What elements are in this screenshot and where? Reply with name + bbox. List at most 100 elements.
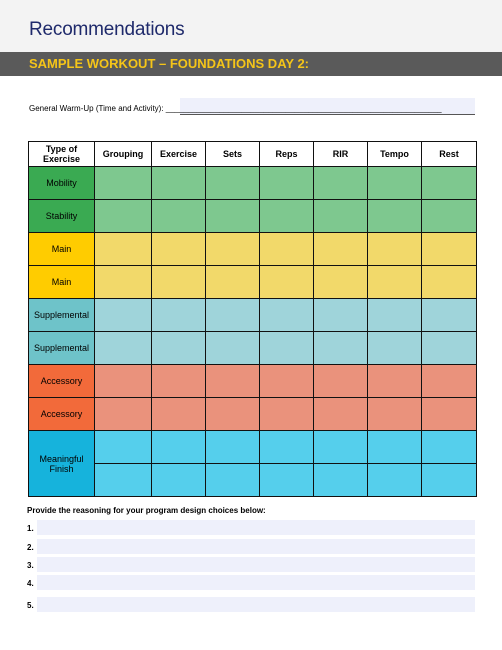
sets-cell[interactable] [205, 232, 260, 266]
grouping-cell[interactable] [94, 397, 152, 431]
reps-cell[interactable] [259, 166, 314, 200]
rir-cell[interactable] [313, 331, 368, 365]
exercise-cell[interactable] [151, 232, 206, 266]
rir-cell[interactable] [313, 364, 368, 398]
reps-cell[interactable] [259, 463, 314, 497]
header-rir: RIR [313, 141, 368, 167]
rir-cell[interactable] [313, 430, 368, 464]
grouping-cell[interactable] [94, 166, 152, 200]
row-type-accessory: Accessory [28, 397, 95, 431]
sets-cell[interactable] [205, 463, 260, 497]
table-row [29, 463, 477, 497]
rir-cell[interactable] [313, 265, 368, 299]
rest-cell[interactable] [421, 331, 477, 365]
reason-field-1[interactable] [37, 520, 475, 535]
tempo-cell[interactable] [367, 166, 422, 200]
grouping-cell[interactable] [94, 265, 152, 299]
exercise-cell[interactable] [151, 199, 206, 233]
sets-cell[interactable] [205, 331, 260, 365]
warmup-input[interactable] [180, 98, 475, 115]
table-header-row: Type of Exercise Grouping Exercise Sets … [28, 141, 477, 167]
sets-cell[interactable] [205, 199, 260, 233]
tempo-cell[interactable] [367, 199, 422, 233]
row-type-main: Main [28, 232, 95, 266]
section-banner: SAMPLE WORKOUT – FOUNDATIONS DAY 2: [0, 52, 502, 76]
reason-field-4[interactable] [37, 575, 475, 590]
rir-cell[interactable] [313, 397, 368, 431]
header-tempo: Tempo [367, 141, 422, 167]
sets-cell[interactable] [205, 298, 260, 332]
reps-cell[interactable] [259, 265, 314, 299]
row-type-meaningful-finish: Meaningful Finish [28, 430, 95, 497]
exercise-cell[interactable] [151, 430, 206, 464]
table-row: Mobility [28, 166, 477, 200]
sets-cell[interactable] [205, 364, 260, 398]
exercise-cell[interactable] [151, 265, 206, 299]
table-row: Supplemental [28, 298, 477, 332]
reason-number-1: 1. [27, 524, 34, 533]
reps-cell[interactable] [259, 298, 314, 332]
rest-cell[interactable] [421, 232, 477, 266]
rest-cell[interactable] [421, 199, 477, 233]
row-type-main: Main [28, 265, 95, 299]
rest-cell[interactable] [421, 397, 477, 431]
tempo-cell[interactable] [367, 232, 422, 266]
reps-cell[interactable] [259, 364, 314, 398]
tempo-cell[interactable] [367, 430, 422, 464]
tempo-cell[interactable] [367, 364, 422, 398]
reason-field-3[interactable] [37, 557, 475, 572]
grouping-cell[interactable] [94, 430, 152, 464]
sets-cell[interactable] [205, 265, 260, 299]
tempo-cell[interactable] [367, 463, 422, 497]
exercise-cell[interactable] [151, 397, 206, 431]
rir-cell[interactable] [313, 232, 368, 266]
reps-cell[interactable] [259, 199, 314, 233]
grouping-cell[interactable] [94, 298, 152, 332]
header-type-of-exercise: Type of Exercise [28, 141, 95, 167]
rest-cell[interactable] [421, 166, 477, 200]
rest-cell[interactable] [421, 463, 477, 497]
tempo-cell[interactable] [367, 265, 422, 299]
rest-cell[interactable] [421, 265, 477, 299]
reps-cell[interactable] [259, 331, 314, 365]
grouping-cell[interactable] [94, 364, 152, 398]
sets-cell[interactable] [205, 430, 260, 464]
grouping-cell[interactable] [94, 331, 152, 365]
exercise-cell[interactable] [151, 166, 206, 200]
header-grouping: Grouping [94, 141, 152, 167]
header-reps: Reps [259, 141, 314, 167]
rir-cell[interactable] [313, 166, 368, 200]
tempo-cell[interactable] [367, 298, 422, 332]
tempo-cell[interactable] [367, 397, 422, 431]
grouping-cell[interactable] [94, 232, 152, 266]
reason-field-2[interactable] [37, 539, 475, 554]
rir-cell[interactable] [313, 298, 368, 332]
exercise-cell[interactable] [151, 364, 206, 398]
reason-field-5[interactable] [37, 597, 475, 612]
title-background [0, 0, 502, 52]
sets-cell[interactable] [205, 166, 260, 200]
exercise-cell[interactable] [151, 463, 206, 497]
table-row: Main [28, 265, 477, 299]
reps-cell[interactable] [259, 397, 314, 431]
row-type-mobility: Mobility [28, 166, 95, 200]
table-row: Accessory [28, 397, 477, 431]
grouping-cell[interactable] [94, 463, 152, 497]
warmup-label-text: General Warm-Up (Time and Activity): ___… [29, 104, 442, 113]
reason-number-2: 2. [27, 543, 34, 552]
reps-cell[interactable] [259, 430, 314, 464]
rir-cell[interactable] [313, 463, 368, 497]
exercise-cell[interactable] [151, 298, 206, 332]
reason-number-5: 5. [27, 601, 34, 610]
tempo-cell[interactable] [367, 331, 422, 365]
grouping-cell[interactable] [94, 199, 152, 233]
sets-cell[interactable] [205, 397, 260, 431]
rir-cell[interactable] [313, 199, 368, 233]
rest-cell[interactable] [421, 364, 477, 398]
rest-cell[interactable] [421, 430, 477, 464]
page-title: Recommendations [29, 19, 185, 40]
reasoning-prompt: Provide the reasoning for your program d… [27, 506, 266, 515]
exercise-cell[interactable] [151, 331, 206, 365]
reps-cell[interactable] [259, 232, 314, 266]
rest-cell[interactable] [421, 298, 477, 332]
